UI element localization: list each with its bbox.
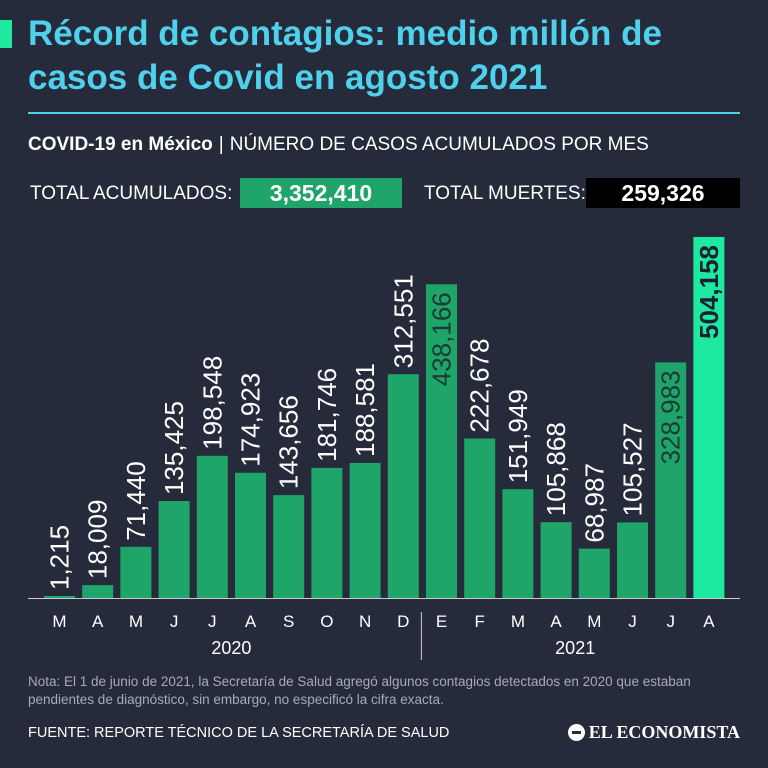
subtitle-country: COVID-19 en México bbox=[28, 134, 213, 155]
x-tick-label: A bbox=[245, 612, 257, 631]
bar-value-label: 312,551 bbox=[388, 274, 418, 368]
bar-value-label: 135,425 bbox=[159, 401, 189, 495]
x-tick-label: J bbox=[666, 612, 675, 631]
x-tick-label: J bbox=[208, 612, 217, 631]
x-tick-label: E bbox=[436, 612, 447, 631]
bar bbox=[273, 495, 305, 598]
brand-logo: EL ECONOMISTA bbox=[567, 722, 740, 743]
footnote: Nota: El 1 de junio de 2021, la Secretar… bbox=[28, 674, 691, 707]
brand-name: EL ECONOMISTA bbox=[588, 722, 740, 742]
bar-value-label: 68,987 bbox=[579, 463, 609, 543]
bar bbox=[196, 455, 228, 598]
bar-value-label: 188,581 bbox=[350, 363, 380, 457]
subtitle: COVID-19 en México | NÚMERO DE CASOS ACUMU… bbox=[28, 134, 748, 156]
bar-value-label: 198,548 bbox=[197, 356, 227, 450]
total-cases-value: 3,352,410 bbox=[240, 178, 402, 208]
x-tick-label: D bbox=[397, 612, 409, 631]
x-tick-label: F bbox=[475, 612, 485, 631]
bar bbox=[502, 489, 534, 598]
bar bbox=[235, 472, 266, 598]
accent-bar bbox=[0, 20, 12, 48]
bar-value-label: 105,868 bbox=[541, 422, 571, 516]
bar-value-label: 222,678 bbox=[465, 339, 495, 433]
bar bbox=[617, 522, 648, 598]
bar-value-label: 174,923 bbox=[236, 373, 266, 467]
total-deaths-label: TOTAL MUERTES: bbox=[424, 183, 586, 204]
x-tick-label: O bbox=[320, 612, 333, 631]
bar-value-label: 105,527 bbox=[618, 422, 648, 516]
x-tick-label: J bbox=[628, 612, 637, 631]
bar bbox=[387, 374, 419, 598]
bar-value-label: 151,949 bbox=[503, 389, 533, 483]
bar bbox=[158, 501, 190, 598]
bar-value-label: 438,166 bbox=[427, 292, 457, 386]
x-tick-label: M bbox=[52, 612, 66, 631]
subtitle-separator: | bbox=[218, 134, 224, 155]
title-divider bbox=[28, 112, 740, 114]
bar bbox=[120, 546, 152, 598]
bar bbox=[44, 596, 75, 598]
totals-row: TOTAL ACUMULADOS: 3,352,410 TOTAL MUERTE… bbox=[28, 178, 748, 210]
bar bbox=[578, 548, 610, 598]
source-credit: FUENTE: REPORTE TÉCNICO DE LA SECRETARÍA… bbox=[28, 725, 450, 741]
bar bbox=[349, 462, 381, 598]
bar-value-label: 18,009 bbox=[83, 500, 113, 580]
total-cases-label: TOTAL ACUMULADOS: bbox=[30, 183, 233, 204]
bar-value-label: 143,656 bbox=[274, 395, 304, 489]
x-tick-label: A bbox=[703, 612, 715, 631]
bar-value-label: 71,440 bbox=[121, 461, 151, 541]
bar-value-label: 181,746 bbox=[312, 368, 342, 462]
bar bbox=[311, 467, 343, 598]
brand-logo-icon bbox=[567, 724, 585, 741]
x-tick-label: S bbox=[283, 612, 294, 631]
year-group-label: 2020 bbox=[211, 638, 251, 658]
x-tick-label: J bbox=[170, 612, 179, 631]
page-title: Récord de contagios: medio millón de cas… bbox=[28, 14, 662, 97]
year-group-label: 2021 bbox=[555, 638, 595, 658]
bar bbox=[655, 362, 687, 598]
bar bbox=[464, 438, 496, 598]
bar bbox=[693, 237, 725, 598]
bar-value-label: 1,215 bbox=[45, 525, 75, 590]
bar bbox=[540, 522, 572, 598]
total-deaths-value: 259,326 bbox=[586, 178, 740, 208]
x-tick-label: M bbox=[587, 612, 601, 631]
bar bbox=[82, 585, 114, 598]
bar-value-label: 504,158 bbox=[694, 245, 724, 339]
bar-value-label: 328,983 bbox=[656, 370, 686, 464]
subtitle-description: NÚMERO DE CASOS ACUMULADOS POR MES bbox=[229, 134, 649, 155]
x-tick-label: M bbox=[511, 612, 525, 631]
x-tick-label: A bbox=[550, 612, 562, 631]
bar bbox=[426, 284, 457, 598]
x-tick-label: A bbox=[92, 612, 104, 631]
x-tick-label: N bbox=[359, 612, 371, 631]
x-tick-label: M bbox=[129, 612, 143, 631]
